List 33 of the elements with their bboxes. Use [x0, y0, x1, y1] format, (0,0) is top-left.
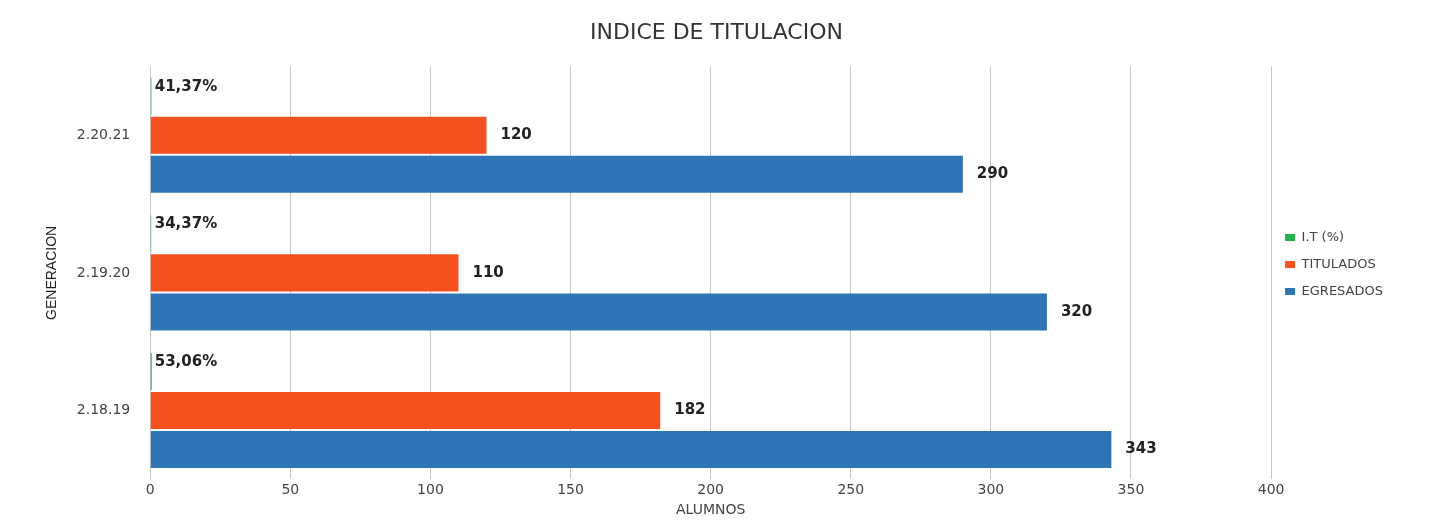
y-tick-label: 2.18.19 — [76, 401, 131, 418]
data-label: 290 — [976, 164, 1009, 183]
data-label: 120 — [500, 125, 532, 144]
x-tick-label: 200 — [697, 481, 725, 498]
y-tick-label: 2.19.20 — [76, 263, 131, 280]
x-tick-label: 300 — [977, 481, 1005, 498]
x-axis-title: ALUMNOS — [675, 501, 746, 518]
data-label: 320 — [1060, 301, 1093, 320]
x-tick-label: 400 — [1257, 481, 1285, 498]
data-label: 110 — [472, 262, 504, 281]
x-tick-label: 100 — [417, 481, 444, 498]
x-tick-label: 350 — [1117, 481, 1145, 498]
data-label: 34,37% — [154, 214, 218, 233]
legend-label: I.T (%) — [1301, 228, 1345, 244]
data-label: 343 — [1125, 439, 1157, 458]
x-tick-label: 250 — [837, 481, 865, 498]
chart-title: INDICE DE TITULACION — [590, 18, 843, 44]
y-tick-label: 2.20.21 — [76, 125, 131, 142]
bar — [150, 392, 661, 430]
y-axis-title: GENERACION — [43, 225, 60, 320]
bar — [150, 293, 1047, 331]
data-label: 41,37% — [154, 76, 218, 95]
x-tick-label: 0 — [145, 481, 155, 498]
x-tick-label: 150 — [557, 481, 584, 498]
x-tick-label: 50 — [281, 481, 300, 498]
bar — [150, 431, 1112, 469]
bar — [150, 155, 963, 193]
bar — [150, 254, 459, 292]
bar — [150, 116, 487, 154]
legend-label: EGRESADOS — [1301, 282, 1384, 298]
data-label: 53,06% — [154, 351, 218, 370]
data-label: 182 — [674, 400, 706, 419]
legend-label: TITULADOS — [1300, 255, 1376, 271]
